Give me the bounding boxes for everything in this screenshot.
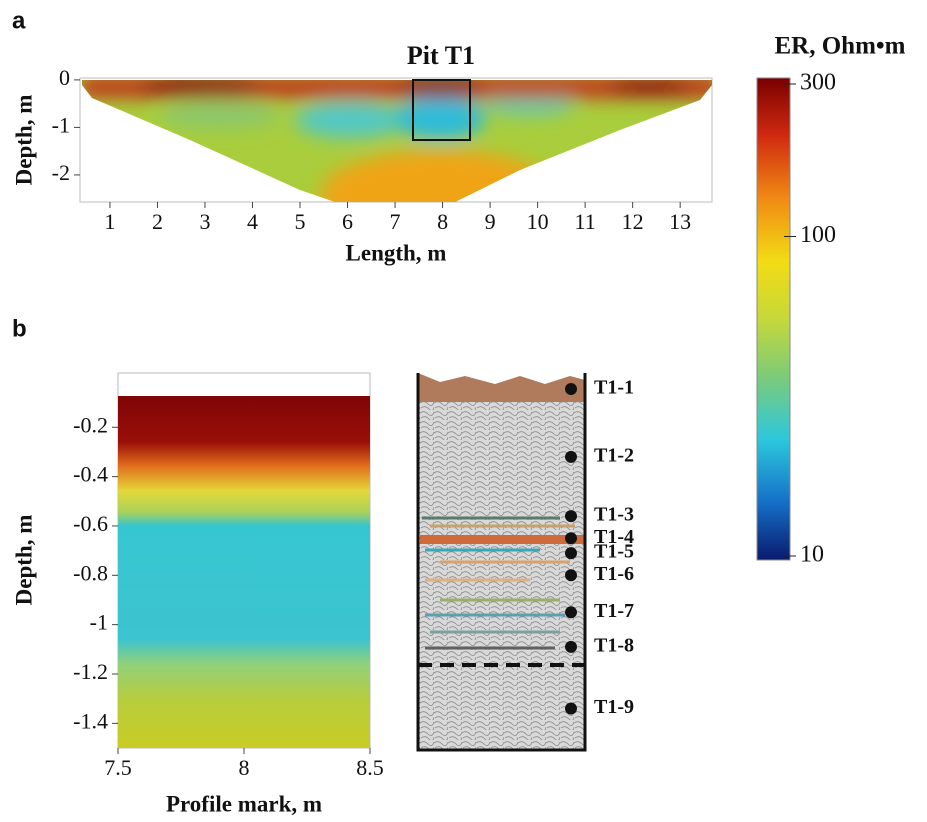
sample-point: [565, 640, 577, 653]
x-tick-label: 7: [390, 209, 401, 234]
x-tick-label: 7.5: [104, 755, 132, 780]
x-tick-label: 8: [437, 209, 448, 234]
x-tick-label: 4: [247, 209, 258, 234]
colorbar-tick-label: 300: [800, 70, 836, 96]
y-axis-label: Depth, m: [11, 515, 36, 606]
sample-label: T1-3: [594, 504, 634, 526]
sample-label: T1-6: [594, 563, 634, 585]
colorbar-tick-label: 100: [800, 222, 836, 248]
sample-point: [565, 569, 577, 582]
x-tick-label: 2: [152, 209, 163, 234]
x-tick-label: 8.5: [356, 755, 384, 780]
sample-point: [565, 510, 577, 523]
sample-label: T1-9: [594, 696, 634, 718]
y-tick-label: -1: [52, 112, 70, 137]
pit-column: [416, 373, 592, 752]
annotation: Pit T1: [407, 41, 475, 70]
x-tick-label: 3: [199, 209, 210, 234]
y-tick-label: -0.4: [73, 462, 108, 487]
sample-label: T1-1: [594, 377, 634, 399]
panel-label: b: [12, 315, 27, 342]
y-tick-label: -1: [90, 610, 108, 635]
x-tick-label: 13: [669, 209, 691, 234]
sample-point: [565, 450, 577, 463]
x-axis-label: Profile mark, m: [166, 791, 322, 816]
sample-point: [565, 547, 577, 560]
y-tick-label: -2: [52, 160, 70, 185]
sample-point: [565, 702, 577, 715]
y-tick-label: -1.4: [73, 708, 108, 733]
x-axis-label: Length, m: [346, 240, 447, 265]
sample-point: [565, 532, 577, 545]
colorbar: [756, 77, 791, 561]
sample-point: [565, 606, 577, 619]
panel-label: a: [12, 7, 26, 34]
x-tick-label: 10: [527, 209, 549, 234]
sample-label: T1-5: [594, 541, 634, 563]
x-tick-label: 9: [485, 209, 496, 234]
y-tick-label: 0: [59, 65, 70, 90]
y-tick-label: -0.6: [73, 511, 108, 536]
x-tick-label: 1: [104, 209, 115, 234]
x-tick-label: 8: [239, 755, 250, 780]
colorbar-tick-label: 10: [800, 542, 824, 568]
x-tick-label: 12: [622, 209, 644, 234]
x-tick-label: 5: [295, 209, 306, 234]
colorbar-title: ER, Ohm•m: [775, 33, 906, 60]
section-b: [118, 396, 370, 748]
y-tick-label: -0.8: [73, 560, 108, 585]
y-tick-label: -0.2: [73, 412, 108, 437]
sample-point: [565, 383, 577, 396]
x-tick-label: 11: [575, 209, 596, 234]
y-axis-label: Depth, m: [11, 95, 36, 186]
sample-label: T1-2: [594, 444, 634, 466]
y-tick-label: -1.2: [73, 659, 108, 684]
sample-label: T1-8: [594, 634, 634, 656]
sample-label: T1-4: [594, 526, 634, 548]
sample-label: T1-7: [594, 600, 634, 622]
x-tick-label: 6: [342, 209, 353, 234]
pit-box: [412, 79, 471, 141]
